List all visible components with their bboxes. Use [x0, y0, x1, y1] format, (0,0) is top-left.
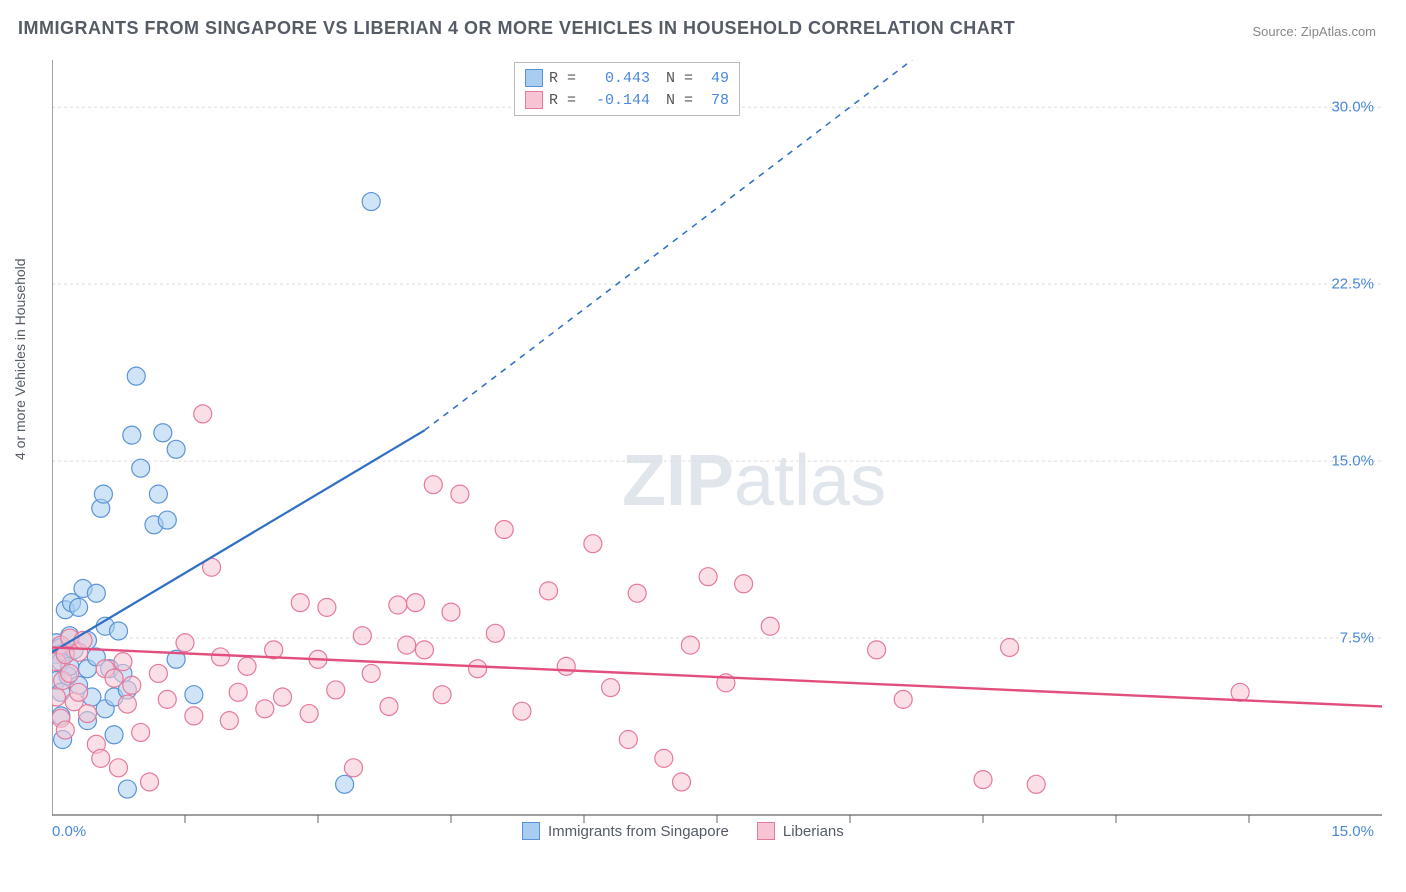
chart-title: IMMIGRANTS FROM SINGAPORE VS LIBERIAN 4 …	[18, 18, 1015, 39]
legend-row-singapore: R = 0.443 N = 49	[525, 67, 729, 89]
n-label: N =	[666, 92, 693, 109]
y-tick-label: 7.5%	[1340, 630, 1374, 647]
y-tick-label: 22.5%	[1331, 276, 1374, 293]
series-legend: Immigrants from Singapore Liberians	[522, 822, 844, 840]
r-value-singapore: 0.443	[582, 70, 650, 87]
x-tick-label-min: 0.0%	[52, 823, 86, 840]
n-value-singapore: 49	[699, 70, 729, 87]
swatch-liberians	[525, 91, 543, 109]
x-tick-label-max: 15.0%	[1331, 823, 1374, 840]
r-label: R =	[549, 92, 576, 109]
chart-svg	[52, 60, 1382, 840]
r-value-liberians: -0.144	[582, 92, 650, 109]
y-tick-label: 15.0%	[1331, 453, 1374, 470]
swatch-liberians	[757, 822, 775, 840]
y-tick-label: 30.0%	[1331, 99, 1374, 116]
n-label: N =	[666, 70, 693, 87]
swatch-singapore	[522, 822, 540, 840]
source-credit: Source: ZipAtlas.com	[1252, 24, 1376, 39]
legend-row-liberians: R = -0.144 N = 78	[525, 89, 729, 111]
legend-item-liberians: Liberians	[757, 822, 844, 840]
swatch-singapore	[525, 69, 543, 87]
correlation-legend: R = 0.443 N = 49 R = -0.144 N = 78	[514, 62, 740, 116]
legend-item-singapore: Immigrants from Singapore	[522, 822, 729, 840]
n-value-liberians: 78	[699, 92, 729, 109]
legend-label-liberians: Liberians	[783, 823, 844, 840]
scatter-chart: ZIPatlas R = 0.443 N = 49 R = -0.144 N =…	[52, 60, 1382, 840]
r-label: R =	[549, 70, 576, 87]
legend-label-singapore: Immigrants from Singapore	[548, 823, 729, 840]
y-axis-label: 4 or more Vehicles in Household	[12, 258, 28, 460]
